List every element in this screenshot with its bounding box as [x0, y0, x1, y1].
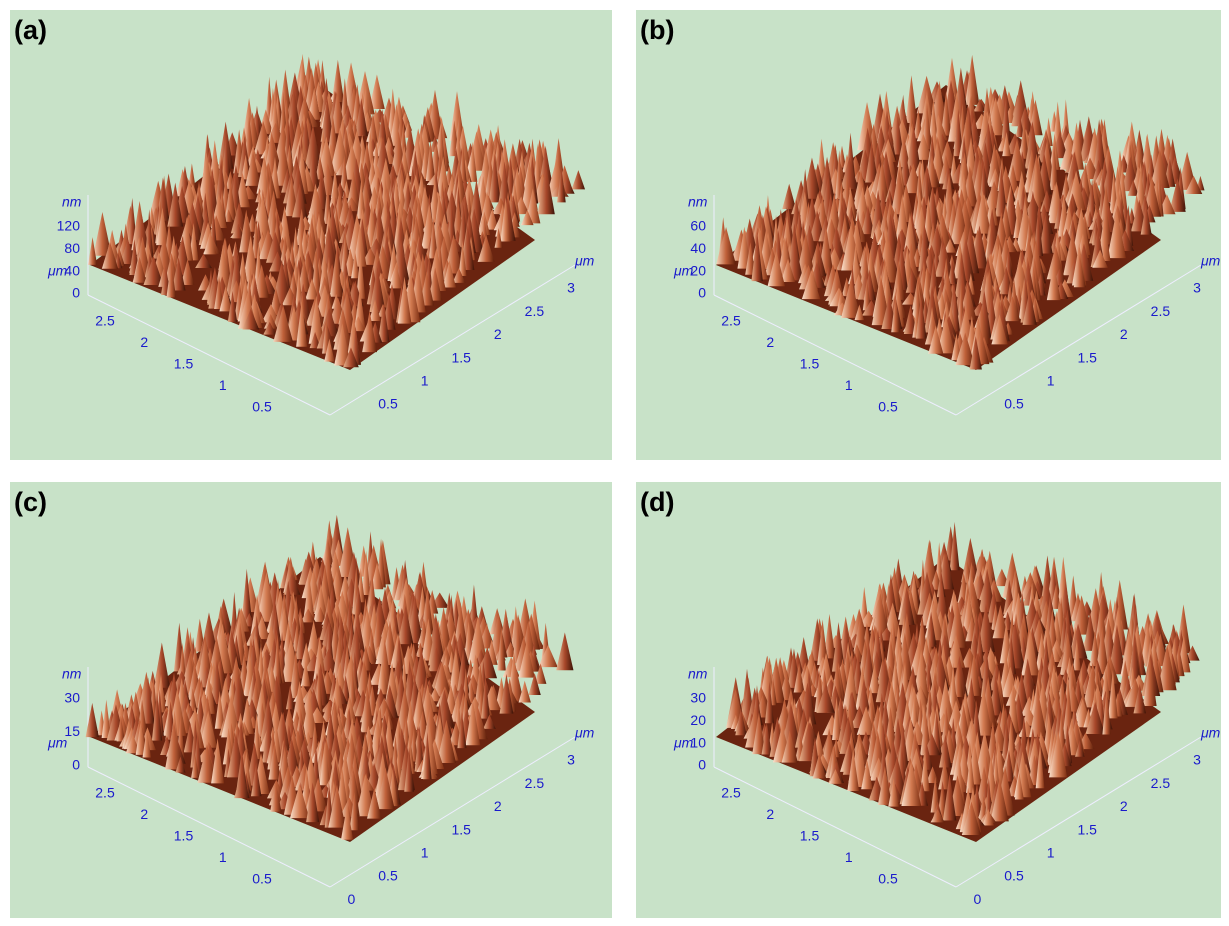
left-tick: 0.5	[878, 399, 898, 415]
right-tick: 0.5	[378, 396, 398, 412]
right-tick: 0.5	[1004, 868, 1024, 884]
right-tick: 0	[348, 891, 356, 907]
left-tick: 1	[219, 377, 227, 393]
right-tick: 2.5	[525, 303, 545, 319]
right-tick: 1	[1047, 845, 1055, 861]
left-tick: 2.5	[95, 785, 115, 801]
left-unit: μm	[673, 263, 694, 279]
z-tick: 40	[690, 240, 706, 256]
left-tick: 2.5	[721, 313, 741, 329]
z-tick: 30	[690, 690, 706, 706]
right-tick: 1.5	[451, 349, 471, 365]
right-tick: 1	[1047, 373, 1055, 389]
left-tick: 2.5	[721, 785, 741, 801]
panel: (c)nm30150μm2.521.510.5μm32.521.510.50	[10, 482, 612, 918]
afm-image: (d)nm3020100μm2.521.510.5μm32.521.510.50	[636, 482, 1221, 918]
right-tick: 2	[494, 798, 502, 814]
right-tick: 2.5	[525, 775, 545, 791]
right-tick: 3	[1193, 752, 1201, 768]
z-unit: nm	[688, 194, 708, 210]
left-unit: μm	[673, 735, 694, 751]
left-tick: 0.5	[878, 871, 898, 887]
right-tick: 1.5	[451, 821, 471, 837]
right-tick: 1	[421, 373, 429, 389]
right-tick: 3	[567, 752, 575, 768]
afm-image: (c)nm30150μm2.521.510.5μm32.521.510.50	[10, 482, 612, 918]
surface-peak	[556, 632, 573, 670]
right-tick: 2	[494, 326, 502, 342]
right-tick: 2	[1120, 326, 1128, 342]
left-tick: 1.5	[174, 356, 194, 372]
panel-label: (d)	[640, 487, 674, 517]
right-tick: 2.5	[1151, 775, 1171, 791]
z-tick: 0	[698, 757, 706, 773]
left-tick: 2	[766, 334, 774, 350]
right-tick: 3	[567, 280, 575, 296]
left-tick: 1	[845, 849, 853, 865]
z-tick: 30	[64, 690, 80, 706]
left-tick: 0.5	[252, 871, 272, 887]
z-tick: 20	[690, 712, 706, 728]
left-tick: 1	[219, 849, 227, 865]
surface-peak	[716, 227, 736, 264]
z-tick: 80	[64, 240, 80, 256]
z-tick: 0	[72, 285, 80, 301]
right-tick: 0.5	[1004, 396, 1024, 412]
left-tick: 1.5	[174, 828, 194, 844]
z-tick: 0	[72, 757, 80, 773]
z-tick: 120	[57, 218, 81, 234]
right-unit: μm	[1200, 253, 1221, 269]
panel: (a)nm12080400μm2.521.510.5μm32.521.510.5	[10, 10, 612, 460]
right-unit: μm	[1200, 725, 1221, 741]
z-unit: nm	[62, 666, 82, 682]
right-tick: 0.5	[378, 868, 398, 884]
left-unit: μm	[47, 263, 68, 279]
right-tick: 3	[1193, 280, 1201, 296]
left-tick: 2.5	[95, 313, 115, 329]
surface-peak	[782, 184, 796, 209]
figure: {"panels": [ {"label": "(a)", "z_unit": …	[0, 0, 1229, 926]
surface-peak	[572, 170, 585, 189]
left-tick: 1.5	[800, 356, 820, 372]
right-tick: 2.5	[1151, 303, 1171, 319]
left-tick: 0.5	[252, 399, 272, 415]
z-tick: 0	[698, 285, 706, 301]
right-tick: 0	[974, 891, 982, 907]
right-unit: μm	[574, 253, 595, 269]
z-unit: nm	[62, 194, 82, 210]
left-tick: 2	[140, 806, 148, 822]
right-tick: 2	[1120, 798, 1128, 814]
afm-image: (a)nm12080400μm2.521.510.5μm32.521.510.5	[10, 10, 612, 460]
left-tick: 2	[140, 334, 148, 350]
panel: (d)nm3020100μm2.521.510.5μm32.521.510.50	[636, 482, 1221, 918]
panel-label: (a)	[14, 15, 47, 45]
right-unit: μm	[574, 725, 595, 741]
panel: (b)nm6040200μm2.521.510.5μm32.521.510.5	[636, 10, 1221, 460]
right-tick: 1	[421, 845, 429, 861]
left-tick: 1.5	[800, 828, 820, 844]
z-tick: 60	[690, 218, 706, 234]
right-tick: 1.5	[1077, 821, 1097, 837]
panel-label: (b)	[640, 15, 674, 45]
z-unit: nm	[688, 666, 708, 682]
afm-image: (b)nm6040200μm2.521.510.5μm32.521.510.5	[636, 10, 1221, 460]
left-unit: μm	[47, 735, 68, 751]
left-tick: 1	[845, 377, 853, 393]
panel-label: (c)	[14, 487, 47, 517]
left-tick: 2	[766, 806, 774, 822]
right-tick: 1.5	[1077, 349, 1097, 365]
